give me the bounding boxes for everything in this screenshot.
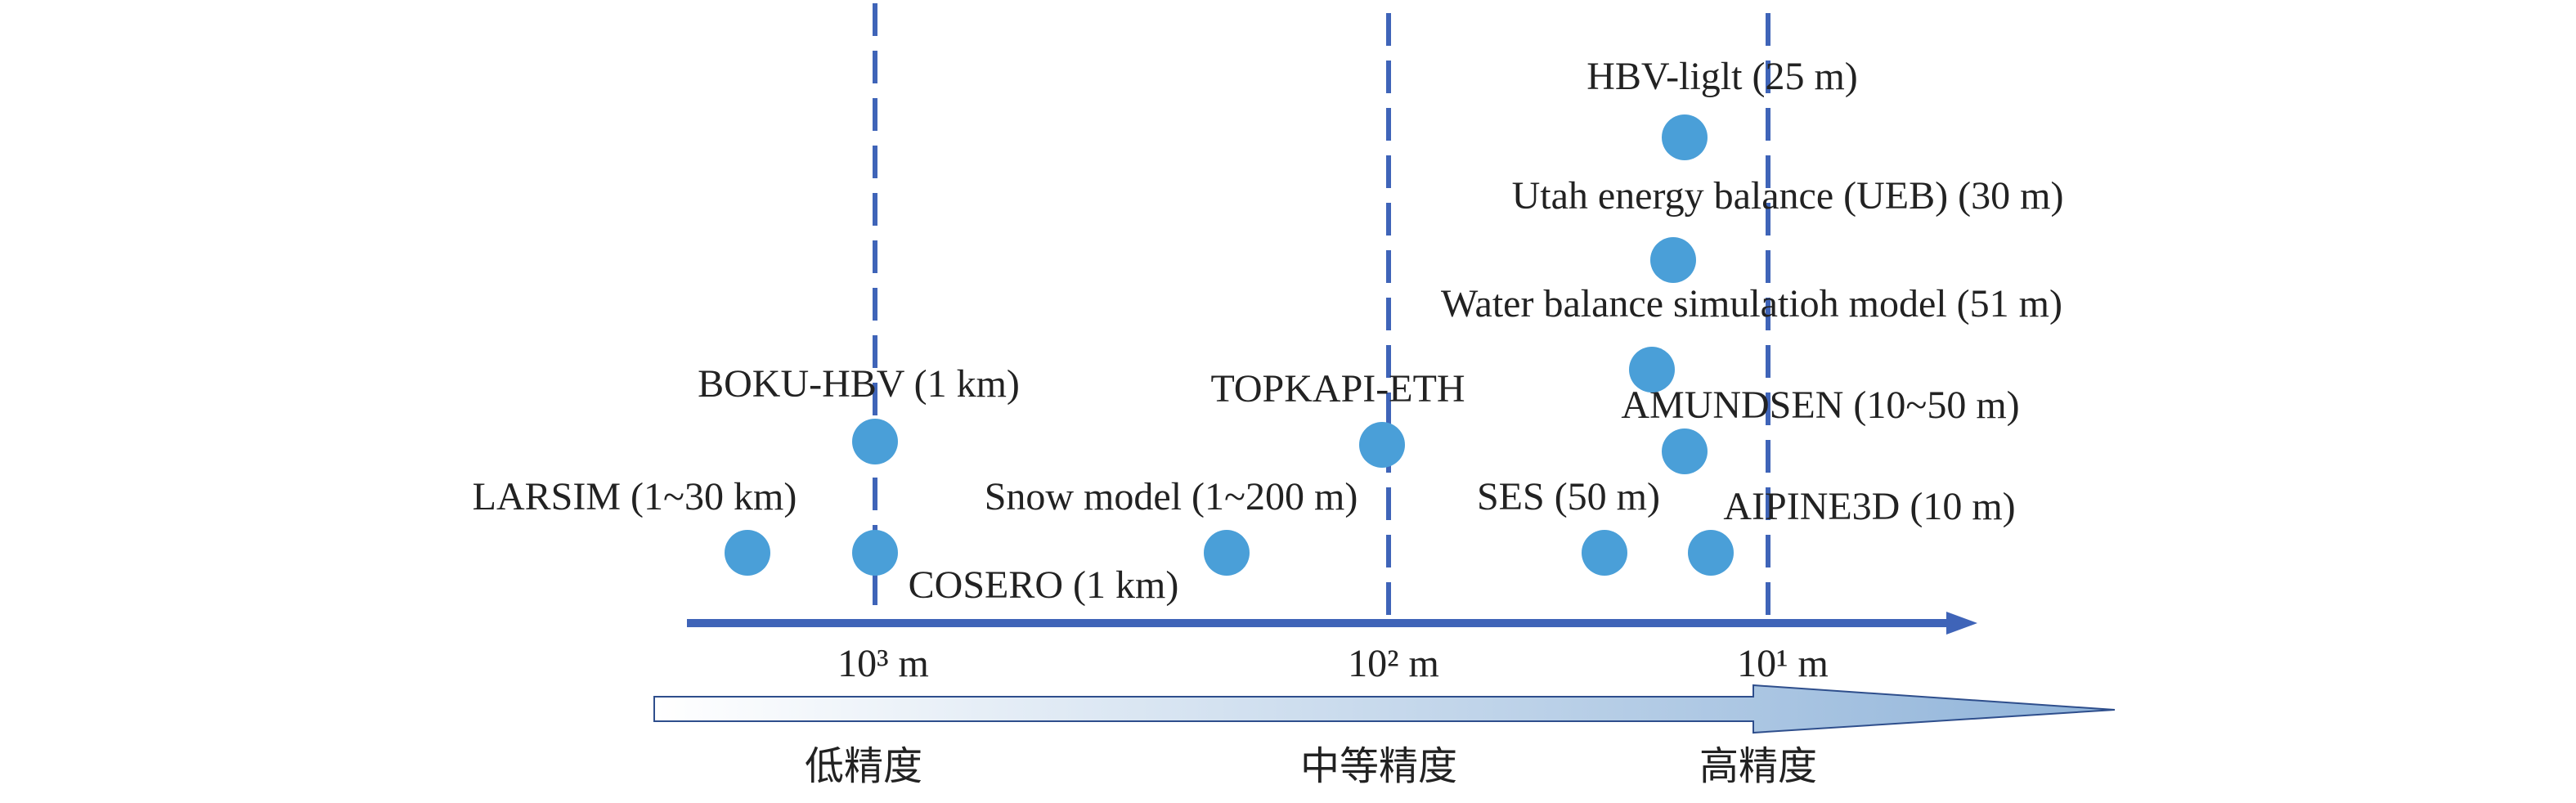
model-label: TOPKAPI-ETH: [1210, 367, 1465, 410]
model-dot: [1582, 530, 1627, 576]
model-dot: [1629, 347, 1675, 393]
model-label: AMUNDSEN (10~50 m): [1621, 384, 2019, 427]
model-dot: [1359, 422, 1405, 468]
tick-label: 10¹ m: [1737, 642, 1829, 685]
model-dot: [1688, 530, 1734, 576]
model-label: LARSIM (1~30 km): [473, 475, 797, 518]
axis-arrowhead: [1946, 612, 1977, 635]
tick-label: 10³ m: [837, 642, 929, 685]
model-label: AIPINE3D (10 m): [1723, 485, 2015, 528]
precision-label: 低精度: [805, 743, 922, 789]
model-label: Water balance simulatioh model (51 m): [1441, 282, 2062, 325]
model-label: SES (50 m): [1477, 475, 1660, 518]
precision-label: 高精度: [1699, 743, 1817, 789]
model-dot: [725, 530, 770, 576]
model-dot: [1662, 114, 1708, 160]
model-label: HBV-liglt (25 m): [1586, 55, 1858, 98]
precision-label: 中等精度: [1300, 743, 1457, 789]
model-label: BOKU-HBV (1 km): [698, 362, 1020, 406]
tick-label: 10² m: [1348, 642, 1439, 685]
model-dot: [1662, 428, 1708, 474]
model-dot: [1650, 237, 1696, 283]
model-label: Utah energy balance (UEB) (30 m): [1512, 174, 2064, 218]
precision-arrow: [653, 684, 2116, 734]
model-dot: [852, 530, 898, 576]
model-label: Snow model (1~200 m): [985, 475, 1358, 518]
model-dot: [1204, 530, 1250, 576]
model-dot: [852, 419, 898, 464]
model-label: COSERO (1 km): [909, 563, 1179, 607]
